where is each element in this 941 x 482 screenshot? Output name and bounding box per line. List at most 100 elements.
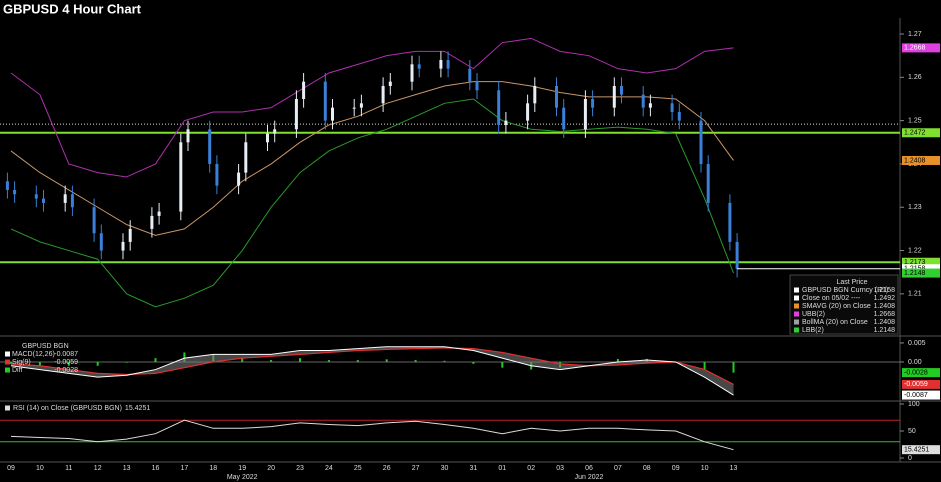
x-tick-label: 20 — [267, 465, 275, 472]
candle-body — [302, 81, 306, 99]
histogram-bar — [356, 360, 359, 362]
histogram-bar — [270, 360, 273, 362]
legend-value: -0.0059 — [54, 359, 78, 366]
value-tag-label: 1.2173 — [904, 259, 926, 266]
x-tick-label: 09 — [672, 465, 680, 472]
candle-body — [157, 211, 161, 216]
x-tick-label: 25 — [354, 465, 362, 472]
candle-body — [735, 241, 739, 269]
histogram-bar — [385, 359, 388, 362]
candle-body — [70, 194, 74, 208]
candle-body — [331, 107, 334, 121]
x-tick-label: 11 — [65, 465, 72, 472]
indicator-line — [10, 37, 734, 178]
value-tag-label: 1.2148 — [904, 270, 926, 277]
candle-body — [699, 120, 703, 164]
legend-value: 1.2408 — [874, 303, 896, 310]
x-tick-label: 18 — [209, 465, 217, 472]
value-tag — [902, 257, 940, 267]
candle-body — [504, 120, 508, 125]
x-tick-label: 31 — [470, 465, 478, 472]
candle-body — [388, 81, 392, 86]
legend-label: SMAVG (20) on Close — [802, 303, 871, 310]
histogram-bar — [616, 358, 619, 362]
x-tick-label: 13 — [123, 465, 131, 472]
histogram-bar — [154, 358, 157, 362]
legend-label: Diff — [12, 367, 22, 374]
histogram-bar — [472, 361, 475, 364]
x-tick-label: 07 — [614, 465, 622, 472]
candle-body — [266, 133, 269, 143]
month-label: Jun 2022 — [575, 474, 604, 481]
candle-body — [323, 81, 327, 121]
x-tick-label: 03 — [556, 465, 564, 472]
legend-swatch — [794, 295, 799, 301]
candle-body — [359, 103, 363, 108]
y-tick-label: 1.27 — [908, 31, 922, 38]
histogram-bar — [732, 361, 735, 373]
value-tag-label: 1.2408 — [904, 157, 926, 164]
histogram-bar — [501, 361, 504, 368]
x-tick-label: 23 — [296, 465, 304, 472]
x-tick-label: 10 — [36, 465, 44, 472]
candle-body — [92, 207, 96, 234]
histogram-bar — [299, 358, 301, 362]
x-tick-label: 27 — [412, 465, 420, 472]
candle-body — [670, 103, 674, 112]
candle-body — [42, 198, 45, 203]
candle-body — [677, 111, 681, 121]
legend-value: -0.0028 — [54, 367, 78, 374]
legend-value: 1.2158 — [874, 287, 896, 294]
x-tick-label: 16 — [152, 465, 160, 472]
histogram-bar — [125, 361, 128, 363]
candle-body — [121, 241, 125, 251]
value-tag — [902, 368, 940, 378]
value-tag — [902, 445, 940, 455]
candle-body — [237, 172, 241, 186]
x-tick-label: 30 — [441, 465, 449, 472]
candle-body — [128, 228, 132, 242]
candle-body — [648, 103, 652, 108]
histogram-bar — [241, 358, 244, 362]
legend-title: Last Price — [836, 279, 867, 286]
value-tag-label: 1.2668 — [904, 45, 926, 52]
candle-body — [215, 163, 219, 186]
legend-swatch — [5, 405, 10, 411]
value-tag — [902, 128, 940, 138]
legend-value: 15.4251 — [125, 405, 150, 412]
candle-body — [179, 142, 183, 212]
x-tick-label: 24 — [325, 465, 333, 472]
x-tick-label: 13 — [730, 465, 738, 472]
candle-body — [99, 233, 103, 251]
legend-value: 1.2492 — [874, 295, 896, 302]
legend-swatch — [794, 327, 799, 333]
histogram-bar — [96, 361, 99, 366]
histogram-bar — [10, 361, 12, 364]
candle-body — [410, 64, 414, 82]
y-tick-label: 1.21 — [908, 291, 922, 298]
y-tick-label: 1.25 — [908, 117, 922, 124]
histogram-bar — [443, 360, 446, 362]
candle-body — [294, 98, 298, 130]
x-tick-label: 19 — [238, 465, 246, 472]
candle-body — [583, 98, 587, 130]
candle-body — [273, 129, 277, 134]
value-tag-label: -0.0028 — [904, 369, 928, 376]
y-tick-label: 0.005 — [908, 340, 926, 347]
candle-body — [417, 64, 421, 69]
legend-swatch — [5, 359, 10, 365]
histogram-bar — [703, 361, 706, 370]
candle-body — [186, 129, 190, 143]
legend-swatch — [5, 367, 10, 373]
legend-box — [789, 274, 899, 335]
candle-body — [244, 142, 248, 173]
candle-body — [533, 85, 537, 104]
y-tick-label: 1.22 — [908, 247, 922, 254]
candle-body — [706, 163, 710, 203]
histogram-bar — [414, 360, 417, 362]
legend-value: 1.2408 — [874, 319, 896, 326]
x-tick-label: 01 — [498, 465, 506, 472]
legend-swatch — [794, 303, 799, 309]
candle-body — [5, 181, 9, 190]
